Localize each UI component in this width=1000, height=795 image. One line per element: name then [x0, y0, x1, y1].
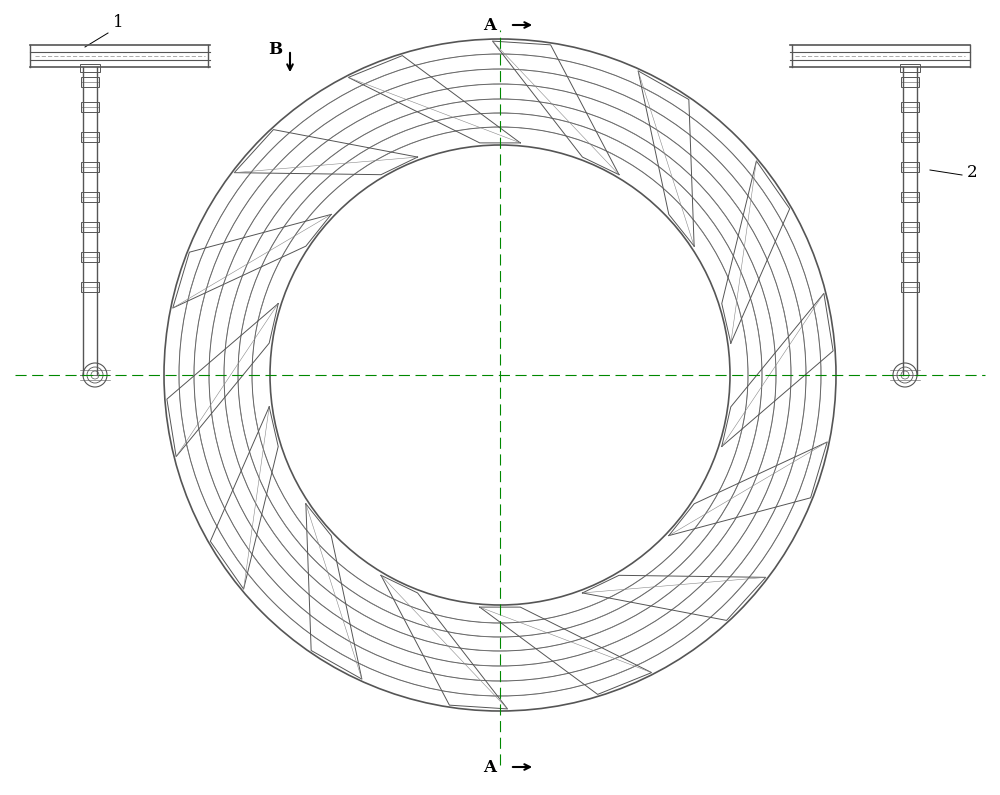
Bar: [81, 102, 99, 112]
Bar: [81, 132, 99, 142]
Bar: [901, 77, 919, 87]
Bar: [901, 222, 919, 232]
Bar: [81, 222, 99, 232]
Bar: [80, 64, 100, 72]
Bar: [901, 282, 919, 292]
Text: 2: 2: [967, 164, 977, 181]
Bar: [901, 162, 919, 172]
Bar: [81, 192, 99, 202]
Bar: [901, 252, 919, 262]
Text: A: A: [484, 758, 496, 775]
Bar: [901, 192, 919, 202]
Bar: [81, 252, 99, 262]
Text: A: A: [484, 17, 496, 33]
Text: B: B: [268, 41, 282, 59]
Bar: [901, 102, 919, 112]
Bar: [900, 64, 920, 72]
Bar: [901, 132, 919, 142]
Text: 1: 1: [113, 14, 123, 31]
Bar: [81, 282, 99, 292]
Bar: [81, 162, 99, 172]
Bar: [81, 77, 99, 87]
